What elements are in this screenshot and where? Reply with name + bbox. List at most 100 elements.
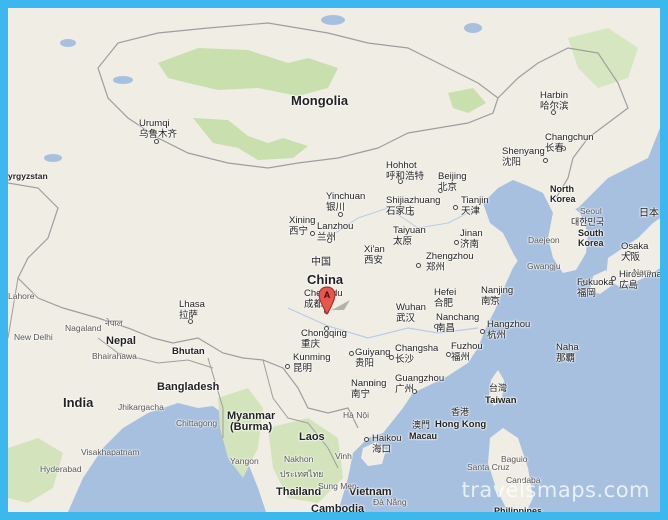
city-dot[interactable] — [550, 109, 556, 115]
city-label[interactable]: Nanning 南宁 — [351, 379, 386, 399]
map-canvas[interactable]: Mongolia China 中国 Nepal नेपाल Bhutan Ban… — [8, 8, 660, 512]
city-dot[interactable] — [397, 312, 403, 318]
city-label[interactable]: Naha 那覇 — [556, 343, 579, 363]
city-name-en: Guiyang — [355, 347, 391, 358]
city-label[interactable]: Hefei 合肥 — [434, 288, 456, 308]
label-macau-local: 澳門 — [412, 420, 431, 430]
city-label[interactable]: Urumqi 乌鲁木齐 — [139, 119, 177, 139]
label-macau: Macau — [409, 431, 438, 441]
city-dot[interactable] — [153, 138, 159, 144]
city-name-zh: 呼和浩特 — [386, 170, 425, 182]
city-dot[interactable] — [397, 178, 403, 184]
city-label[interactable]: Xi'an 西安 — [364, 245, 385, 265]
city-dot[interactable] — [326, 237, 332, 243]
city-label[interactable]: Xining 西宁 — [289, 216, 315, 236]
land-korea — [548, 203, 588, 273]
city-label[interactable]: Fukuoka 福岡 — [577, 278, 613, 298]
city-dot[interactable] — [437, 187, 443, 193]
city-name-zh: 长沙 — [395, 353, 415, 365]
label-vietnam: Vietnam — [349, 486, 392, 498]
city-dot[interactable] — [542, 157, 548, 163]
city-label[interactable]: Hohhot 呼和浩特 — [386, 161, 424, 181]
city-label[interactable]: Hangzhou 杭州 — [487, 320, 530, 340]
city-label[interactable]: Shenyang 沈阳 — [502, 147, 545, 167]
city-label[interactable]: Yinchuan 银川 — [326, 192, 365, 212]
label-nara: Nara — [633, 267, 652, 277]
city-name-zh: 南京 — [481, 295, 501, 307]
city-label[interactable]: Taiyuan 太原 — [393, 226, 426, 246]
river-yellow — [327, 207, 479, 239]
city-label[interactable]: Fuzhou 福州 — [451, 342, 483, 362]
city-dot[interactable] — [187, 318, 193, 324]
city-dot[interactable] — [452, 204, 458, 210]
label-hong-kong: Hong Kong — [435, 419, 487, 430]
green-indochina — [268, 418, 343, 503]
city-label[interactable]: Changchun 长春 — [545, 133, 594, 153]
city-dot[interactable] — [408, 210, 414, 216]
city-dot[interactable] — [560, 145, 566, 151]
city-dot[interactable] — [561, 353, 567, 359]
location-pin-icon[interactable]: A — [317, 286, 337, 316]
city-name-zh: 乌鲁木齐 — [139, 128, 178, 140]
city-name-zh: 南昌 — [436, 322, 456, 334]
city-name-zh: 石家庄 — [386, 205, 415, 217]
city-label[interactable]: Jinan 济南 — [460, 229, 483, 249]
city-dot[interactable] — [323, 325, 329, 331]
city-name-zh: 那覇 — [556, 352, 576, 364]
city-name-zh: 天津 — [461, 205, 481, 217]
label-new-delhi: New Delhi — [14, 332, 53, 342]
city-name-en: Tianjin — [461, 195, 489, 206]
city-name-en: Hiroshima — [619, 269, 660, 280]
city-label[interactable]: Haikou 海口 — [372, 434, 402, 454]
city-name-en: Shenyang — [502, 146, 545, 157]
city-label[interactable]: Shijiazhuang 石家庄 — [386, 196, 440, 216]
city-dot[interactable] — [625, 250, 631, 256]
city-dot[interactable] — [368, 380, 374, 386]
city-dot[interactable] — [363, 436, 369, 442]
city-dot[interactable] — [443, 297, 449, 303]
city-dot[interactable] — [580, 280, 586, 286]
city-dot[interactable] — [433, 323, 439, 329]
city-label[interactable]: Hiroshima 広島 — [619, 270, 660, 290]
label-china-zh: 中国 — [311, 257, 331, 268]
city-label[interactable]: Nanchang 南昌 — [436, 313, 479, 333]
city-label[interactable]: Osaka 大阪 — [621, 242, 648, 262]
label-hong-kong-local: 香港 — [451, 407, 470, 417]
city-label[interactable]: Lhasa 拉萨 — [179, 300, 205, 320]
city-label[interactable]: Harbin 哈尔滨 — [540, 91, 569, 111]
city-name-zh: 武汉 — [396, 312, 416, 324]
city-dot[interactable] — [337, 211, 343, 217]
city-name-en: Naha — [556, 342, 579, 353]
city-dot[interactable] — [411, 388, 417, 394]
city-dot[interactable] — [348, 350, 354, 356]
city-label[interactable]: Changsha 长沙 — [395, 344, 438, 364]
city-dot[interactable] — [309, 230, 315, 236]
city-dot[interactable] — [610, 275, 616, 281]
city-label[interactable]: Tianjin 天津 — [461, 196, 489, 216]
city-label[interactable]: Beijing 北京 — [438, 172, 467, 192]
city-label[interactable]: Kunming 昆明 — [293, 353, 331, 373]
city-label[interactable]: Nanjing 南京 — [481, 286, 513, 306]
city-dot[interactable] — [453, 239, 459, 245]
city-dot[interactable] — [388, 354, 394, 360]
city-label[interactable]: Guangzhou 广州 — [395, 374, 444, 394]
city-dot[interactable] — [479, 328, 485, 334]
city-label[interactable]: Zhengzhou 郑州 — [426, 252, 474, 272]
city-name-en: Changsha — [395, 343, 439, 354]
city-dot[interactable] — [284, 363, 290, 369]
city-dot[interactable] — [395, 237, 401, 243]
city-label[interactable]: Guiyang 贵阳 — [355, 348, 390, 368]
city-name-en: Hefei — [434, 287, 457, 298]
city-dot[interactable] — [415, 262, 421, 268]
city-name-zh: 济南 — [460, 238, 480, 250]
city-name-en: Jinan — [460, 228, 483, 239]
city-label[interactable]: Chongqing 重庆 — [301, 329, 347, 349]
label-bangladesh: Bangladesh — [157, 381, 220, 393]
city-label[interactable]: Lanzhou 兰州 — [317, 222, 353, 242]
city-dot[interactable] — [489, 295, 495, 301]
city-label[interactable]: Wuhan 武汉 — [396, 303, 426, 323]
city-dot[interactable] — [366, 254, 372, 260]
label-japan-local: 日本 — [639, 208, 659, 219]
city-name-en: Xining — [289, 215, 316, 226]
city-dot[interactable] — [445, 351, 451, 357]
